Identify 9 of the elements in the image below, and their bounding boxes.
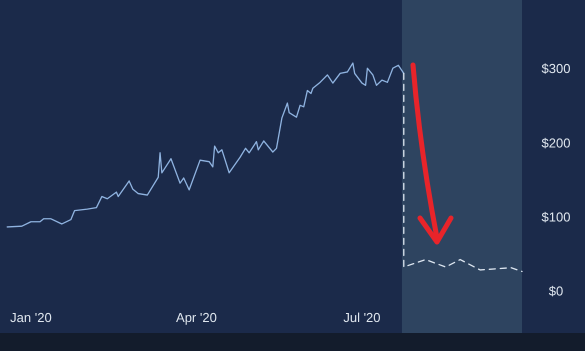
line-series — [403, 72, 523, 272]
y-tick-label: $200 — [542, 135, 570, 150]
y-tick-label: $300 — [542, 61, 570, 76]
x-tick-label: Jul '20 — [343, 310, 381, 325]
x-tick-label: Jan '20 — [10, 310, 52, 325]
x-tick-label: Apr '20 — [176, 310, 217, 325]
y-tick-label: $0 — [548, 284, 564, 299]
line-series — [6, 62, 404, 228]
y-tick-label: $100 — [542, 210, 570, 225]
